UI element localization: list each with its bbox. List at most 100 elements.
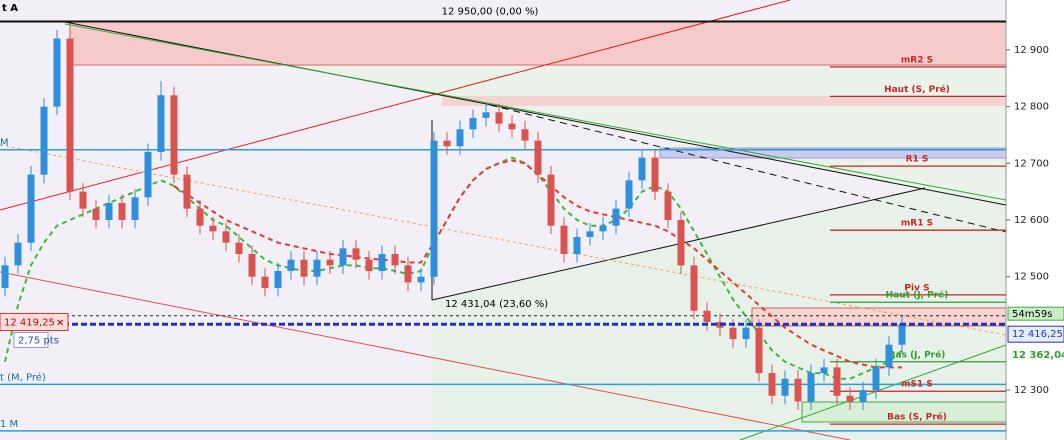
candle-body bbox=[586, 231, 594, 238]
level-label: Piv S bbox=[904, 283, 929, 293]
candle-body bbox=[690, 265, 698, 311]
level-label: 1 M bbox=[0, 419, 18, 430]
level-label: Haut (J, Pré) bbox=[886, 290, 949, 301]
level-tag-label: 12 362,04 bbox=[1012, 350, 1064, 361]
trend-line bbox=[739, 344, 1007, 440]
level-label: Haut (S, Pré) bbox=[884, 84, 950, 95]
chart-title: t A bbox=[2, 3, 18, 14]
level-label: Bas (S, Pré) bbox=[887, 412, 947, 423]
price-label: 12 416,25 bbox=[1012, 329, 1063, 340]
annotation-label: 12 950,00 (0,00 %) bbox=[442, 7, 539, 18]
level-label: R1 S bbox=[906, 155, 929, 165]
zone bbox=[442, 96, 1006, 106]
candle-body bbox=[495, 112, 503, 124]
candle-body bbox=[599, 225, 607, 232]
distance-label: 2,75 pts bbox=[18, 335, 59, 346]
candle-body bbox=[664, 191, 672, 220]
candle-body bbox=[456, 129, 464, 147]
level-label: mR1 S bbox=[901, 219, 933, 229]
candle-body bbox=[326, 259, 334, 266]
candle-body bbox=[768, 373, 776, 396]
candle-body bbox=[248, 254, 256, 277]
candle-body bbox=[352, 248, 360, 260]
candle-body bbox=[833, 367, 841, 396]
candle-body bbox=[638, 157, 646, 181]
candle-body bbox=[170, 95, 178, 175]
y-tick-label: 12 900 bbox=[1014, 45, 1049, 56]
trend-line bbox=[0, 0, 791, 211]
zone bbox=[432, 188, 1006, 440]
candle-body bbox=[794, 378, 802, 402]
candle-body bbox=[339, 248, 347, 266]
candle-body bbox=[222, 231, 230, 243]
candle-body bbox=[560, 225, 568, 255]
candle-body bbox=[378, 254, 386, 272]
candle-body bbox=[417, 276, 425, 283]
zone bbox=[0, 22, 1006, 205]
candle-body bbox=[313, 259, 321, 277]
y-tick-label: 12 800 bbox=[1014, 102, 1049, 113]
candle-body bbox=[287, 259, 295, 272]
candle-body bbox=[898, 324, 906, 345]
candle-body bbox=[404, 265, 412, 283]
zone bbox=[69, 21, 1007, 66]
candle-body bbox=[1, 265, 9, 289]
candle-body bbox=[196, 208, 204, 226]
candle-body bbox=[729, 327, 737, 340]
order-tag bbox=[0, 312, 69, 331]
candle-body bbox=[508, 123, 516, 130]
y-tick-label: 12 300 bbox=[1014, 385, 1049, 396]
candle-body bbox=[651, 157, 659, 192]
candle-body bbox=[469, 117, 477, 130]
y-tick-label: 12 500 bbox=[1014, 272, 1049, 283]
level-label: M bbox=[0, 138, 9, 149]
candle-body bbox=[482, 112, 490, 118]
candle-body bbox=[235, 242, 243, 255]
candle-body bbox=[300, 259, 308, 277]
candle-body bbox=[92, 208, 100, 220]
candle-body bbox=[261, 276, 269, 289]
trend-line bbox=[64, 23, 1007, 201]
candle-body bbox=[820, 367, 828, 374]
trend-line bbox=[0, 271, 851, 440]
candle-body bbox=[703, 310, 711, 323]
candle-body bbox=[846, 395, 854, 402]
timer-tag bbox=[1007, 306, 1064, 321]
candle-body bbox=[131, 197, 139, 220]
trend-line bbox=[489, 104, 1007, 233]
candle-body bbox=[781, 378, 789, 396]
order-label: 12 419,25 bbox=[4, 317, 55, 328]
candle-body bbox=[66, 38, 74, 192]
y-tick-label: 12 700 bbox=[1014, 158, 1049, 169]
candle-body bbox=[859, 390, 867, 402]
candle-body bbox=[612, 208, 620, 226]
candle-body bbox=[547, 174, 555, 226]
candle-body bbox=[534, 140, 542, 175]
candle-body bbox=[14, 242, 22, 266]
level-label: mR2 S bbox=[901, 55, 933, 65]
trend-line bbox=[0, 144, 1007, 336]
level-label: t (M, Pré) bbox=[0, 371, 46, 383]
candle-body bbox=[183, 174, 191, 209]
candle-body bbox=[677, 220, 685, 266]
order-close: × bbox=[56, 317, 64, 328]
candle-body bbox=[53, 38, 61, 107]
price-axis bbox=[1006, 0, 1064, 440]
candle-body bbox=[144, 151, 152, 198]
annotation-label: 12 431,04 (23,60 %) bbox=[445, 299, 548, 310]
candle-body bbox=[430, 140, 438, 277]
candle-body bbox=[27, 174, 35, 243]
candle-body bbox=[573, 237, 581, 255]
candle-body bbox=[807, 373, 815, 402]
candle-body bbox=[885, 344, 893, 368]
candle-body bbox=[521, 129, 529, 141]
candle-body bbox=[755, 327, 763, 374]
candle-body bbox=[209, 225, 217, 232]
level-label: mS1 S bbox=[901, 380, 933, 390]
candle-body bbox=[157, 95, 165, 152]
candle-body bbox=[274, 271, 282, 289]
candle-body bbox=[443, 140, 451, 147]
candle-body bbox=[872, 367, 880, 391]
